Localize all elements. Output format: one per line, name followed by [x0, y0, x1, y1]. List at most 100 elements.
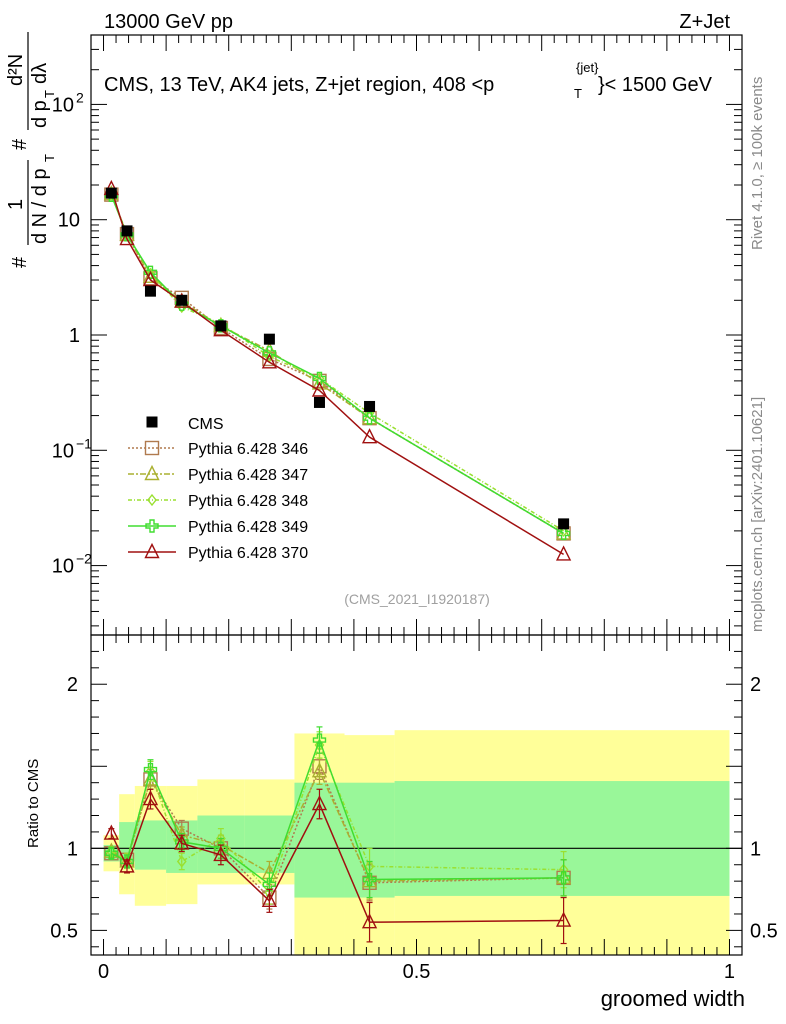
series-line-main — [110, 188, 564, 556]
mcplots-label: mcplots.cern.ch [arXiv:2401.10621] — [749, 397, 766, 632]
y-tick-label: 10 — [58, 210, 80, 232]
series-marker-ratio — [103, 824, 119, 840]
legend-item: Pythia 6.428 347 — [128, 464, 308, 484]
series-marker-ratio — [361, 913, 378, 929]
x-tick-label: 0 — [98, 961, 109, 983]
y-tick-label: 10 — [52, 556, 74, 578]
series-marker-ratio — [261, 891, 278, 908]
y-tick-label-exponent: −2 — [76, 551, 92, 567]
legend-item: Pythia 6.428 370 — [128, 542, 308, 562]
y-tick-label: 10 — [52, 440, 74, 462]
data-point — [263, 333, 275, 345]
legend-marker — [144, 440, 160, 456]
series-marker-ratio — [176, 855, 187, 868]
energy-label: 13000 GeV pp — [104, 11, 233, 33]
ylabel-hash-1: # — [9, 256, 31, 268]
process-label: Z+Jet — [679, 11, 730, 33]
title-sup: {jet} — [576, 60, 599, 75]
legend-label: Pythia 6.428 370 — [188, 545, 308, 562]
ylabel-den-sub: T — [42, 154, 57, 162]
legend-marker — [144, 464, 160, 481]
legend-marker — [144, 542, 160, 559]
series-marker-ratio — [312, 733, 327, 747]
series-line-main — [110, 194, 564, 535]
ylabel-num-2: d²N — [5, 54, 27, 86]
title-tail: }< 1500 GeV — [598, 74, 713, 96]
plot-title: CMS, 13 TeV, AK4 jets, Z+jet region, 408… — [104, 60, 713, 101]
y-tick-label-exponent: −1 — [76, 435, 92, 451]
ratio-tick-label-right: 2 — [750, 674, 761, 696]
data-point — [364, 400, 376, 412]
legend-label: Pythia 6.428 346 — [188, 441, 308, 458]
series-marker-main — [555, 545, 572, 561]
ratio-tick-label-left: 0.5 — [50, 920, 78, 942]
series-marker-main — [361, 428, 378, 444]
legend-label-cms: CMS — [188, 416, 224, 433]
data-point — [215, 320, 227, 332]
legend-label: Pythia 6.428 348 — [188, 493, 308, 510]
y-tick-label-exponent: 2 — [76, 89, 84, 105]
x-axis-label: groomed width — [601, 986, 745, 1011]
data-point — [176, 294, 188, 306]
series-marker-ratio — [556, 871, 571, 885]
ylabel-den-2: d p — [29, 100, 51, 128]
series-line-main — [110, 194, 564, 532]
series-marker-main — [261, 353, 278, 369]
series-marker-ratio — [555, 911, 572, 927]
legend-item: Pythia 6.428 346 — [128, 440, 308, 458]
series-marker-ratio — [104, 846, 119, 860]
series-marker-main — [556, 526, 571, 541]
legend-item: Pythia 6.428 348 — [128, 493, 308, 510]
series-marker-main — [119, 229, 135, 246]
series-marker-ratio — [362, 872, 377, 887]
series-marker-ratio — [214, 841, 228, 856]
series-marker-ratio — [119, 857, 135, 873]
ylabel-hash-2: # — [9, 138, 31, 150]
legend-item-cms: CMS — [146, 416, 224, 433]
analysis-id: (CMS_2021_I1920187) — [344, 591, 490, 607]
x-tick-label: 1 — [724, 961, 735, 983]
main-ylabel: # 1 d N / d p T # d²N d p T dλ — [5, 32, 57, 268]
legend-label: Pythia 6.428 349 — [188, 519, 308, 536]
ylabel-frac-num: 1 — [5, 199, 27, 210]
y-tick-label: 10 — [52, 94, 74, 116]
series-marker-main — [142, 270, 159, 287]
y-tick-label: 1 — [69, 325, 80, 347]
series-marker-ratio — [143, 762, 158, 777]
title-main: CMS, 13 TeV, AK4 jets, Z+jet region, 408… — [104, 74, 494, 96]
ratio-ylabel: Ratio to CMS — [25, 759, 42, 848]
series-marker-ratio — [311, 794, 328, 811]
ratio-tick-label-right: 0.5 — [750, 920, 778, 942]
data-point — [144, 285, 156, 297]
rivet-label: Rivet 4.1.0, ≥ 100k events — [749, 77, 766, 250]
title-sub: T — [574, 86, 582, 101]
legend-item: Pythia 6.428 349 — [128, 519, 308, 536]
legend-marker — [147, 493, 157, 507]
band-stat-bin — [119, 822, 135, 862]
series-marker-ratio — [142, 790, 159, 806]
series-line-main — [110, 194, 564, 535]
legend-marker-cms — [146, 416, 158, 428]
ratio-tick-label-left: 1 — [67, 838, 78, 860]
data-point — [105, 187, 117, 199]
series-marker-ratio — [262, 877, 277, 892]
main-panel — [103, 179, 572, 561]
series-marker-ratio — [213, 845, 229, 862]
uncertainty-bands — [91, 730, 742, 955]
ratio-tick-label-right: 1 — [750, 838, 761, 860]
data-point — [313, 396, 325, 408]
ratio-tick-label-left: 2 — [67, 674, 78, 696]
series-marker-ratio — [174, 834, 190, 850]
data-point — [121, 225, 133, 237]
series-marker-main — [311, 381, 328, 397]
data-point — [558, 518, 570, 530]
legend-marker — [145, 519, 159, 533]
series-marker-ratio — [311, 762, 328, 778]
ratio-panel — [103, 726, 572, 945]
series-marker-main — [311, 374, 328, 390]
series-marker-main — [362, 411, 377, 425]
ylabel-den2-tail: dλ — [29, 63, 51, 84]
series-marker-main — [312, 371, 327, 386]
